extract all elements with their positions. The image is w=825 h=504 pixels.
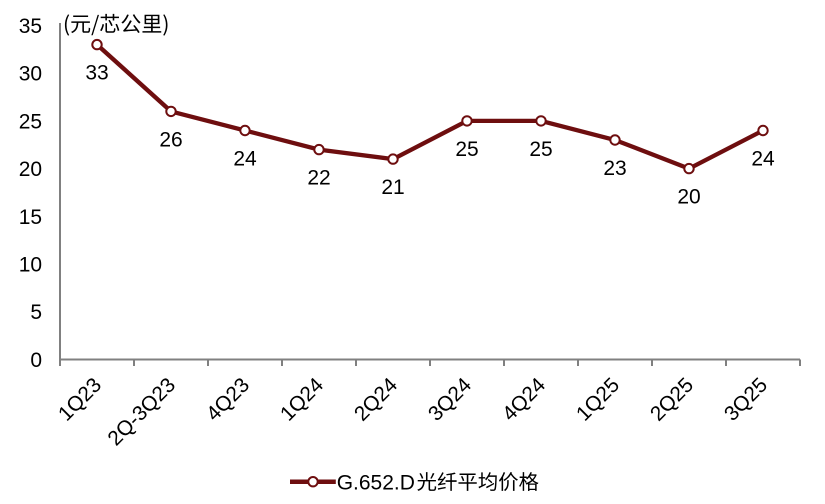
svg-text:24: 24 [751,148,775,171]
svg-text:10: 10 [19,254,42,277]
svg-text:33: 33 [85,62,108,85]
svg-text:20: 20 [677,186,700,209]
svg-text:22: 22 [307,167,330,190]
svg-text:25: 25 [455,138,478,161]
svg-text:5: 5 [30,301,42,324]
svg-text:15: 15 [19,206,42,229]
svg-text:23: 23 [603,157,626,180]
svg-text:25: 25 [19,110,42,133]
svg-text:20: 20 [19,158,42,181]
svg-text:26: 26 [159,128,182,151]
svg-text:30: 30 [19,63,42,86]
svg-text:0: 0 [30,349,42,372]
svg-text:25: 25 [529,138,552,161]
svg-text:24: 24 [233,148,257,171]
svg-text:21: 21 [381,176,404,199]
svg-text:35: 35 [19,15,42,38]
svg-text:G.652.D: G.652.D [337,471,415,494]
